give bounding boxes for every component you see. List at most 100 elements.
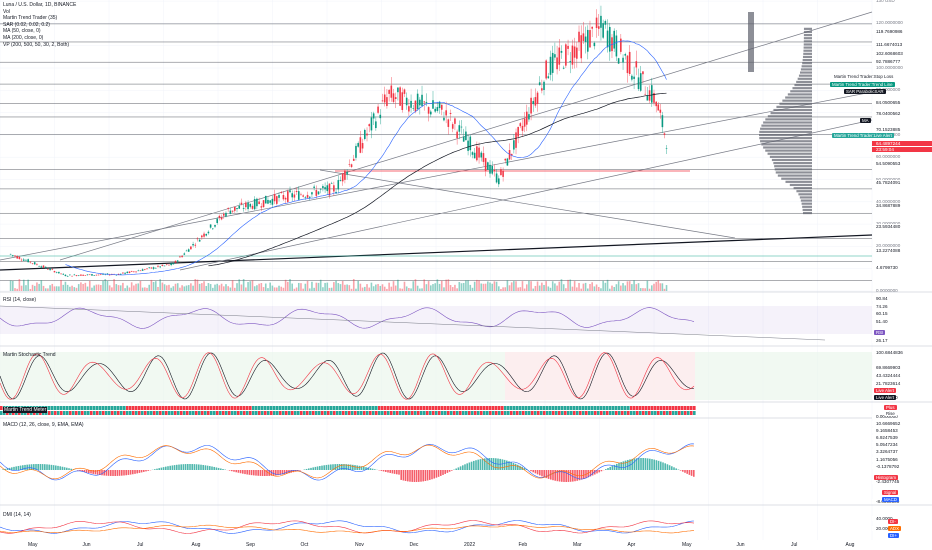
price-axis-tick: 50.0000000: [876, 176, 901, 182]
candle-body: [190, 246, 192, 250]
chart-title: Luna / U.S. Dollar, 1D, BINANCE: [3, 2, 77, 8]
indicator-ma200[interactable]: MA (200, close, 0): [3, 34, 44, 41]
candle-body: [135, 271, 137, 273]
trend-meter-cell: [132, 411, 135, 415]
candle-body: [222, 213, 225, 216]
line-tag[interactable]: SAR ParabolicSAR: [844, 89, 886, 94]
line-tag[interactable]: Martin Trend Trader:Stop Loss: [832, 74, 896, 79]
candle-body: [47, 269, 49, 270]
candle-body: [386, 97, 388, 106]
line-tag[interactable]: Martin Trend Trader:Trend Line: [830, 82, 895, 87]
candle-body: [582, 33, 585, 41]
trend-meter-cell: [420, 411, 423, 415]
trend-meter-cell: [564, 406, 567, 410]
macd-histogram-bar: [446, 470, 449, 473]
candle-body: [500, 169, 502, 176]
trend-meter-cell: [672, 406, 675, 410]
indicator-martin-trend-trader[interactable]: Martin Trend Trader (35): [3, 15, 58, 22]
trend-meter-cell: [567, 411, 570, 415]
macd-histogram-bar: [514, 463, 517, 470]
trend-meter-cell: [135, 411, 138, 415]
candle-body: [436, 107, 439, 111]
candle-body: [558, 47, 561, 65]
trend-meter-cell: [519, 406, 522, 410]
trend-meter-cell: [159, 411, 162, 415]
candle-body: [264, 195, 267, 204]
macd-histogram-bar: [512, 462, 515, 470]
trend-meter-cell: [444, 406, 447, 410]
macd-histogram-bar: [369, 468, 372, 470]
candle-body: [617, 58, 620, 64]
volume-profile-bar: [803, 43, 812, 46]
candle-body: [170, 263, 172, 266]
volume-bar: [661, 283, 664, 291]
candle-body: [476, 146, 478, 161]
candle-body: [528, 114, 530, 120]
line-tag[interactable]: MA: [860, 118, 871, 123]
volume-bar: [586, 288, 589, 291]
chart-legend: Luna / U.S. Dollar, 1D, BINANCE Vol Mart…: [3, 2, 76, 48]
indicator-vol[interactable]: Vol: [3, 8, 10, 15]
trend-meter-cell: [102, 406, 105, 410]
volume-profile-bar: [782, 99, 812, 102]
rsi-title[interactable]: RSI (14, close): [3, 297, 37, 303]
candle-body: [282, 195, 285, 200]
macd-histogram-bar: [600, 470, 603, 472]
stoch-title[interactable]: Martin Stochastic Trend: [3, 352, 56, 358]
price-level-label: 45.7824091: [872, 180, 932, 185]
trend-meter-cell: [465, 406, 468, 410]
macd-histogram-bar: [543, 470, 545, 478]
macd-histogram-bar: [180, 464, 182, 470]
volume-bar: [260, 283, 263, 291]
indicator-ma50[interactable]: MA (50, close, 0): [3, 28, 41, 35]
volume-bar: [523, 288, 526, 291]
volume-bar: [311, 281, 313, 291]
line-tag[interactable]: Martin Trend Trader:Live Alert: [832, 133, 894, 138]
price-axis-tick: 100.0000000: [876, 65, 903, 70]
volume-bar: [194, 279, 197, 291]
macd-histogram-bar: [215, 467, 218, 470]
candle-body: [515, 132, 517, 148]
trend-meter-cell: [135, 406, 138, 410]
volume-profile-bar: [798, 193, 812, 196]
volume-bar: [284, 279, 287, 291]
trend-meter-cell: [327, 406, 330, 410]
rise-tag: Rise: [884, 411, 897, 416]
trend-meter-cell: [489, 411, 492, 415]
trend-meter-cell: [180, 406, 183, 410]
dmi-title[interactable]: DMI (14, 14): [3, 512, 31, 518]
trend-meter-cell: [513, 411, 516, 415]
candle-body: [168, 264, 170, 266]
candle-body: [201, 235, 203, 238]
volume-bar: [111, 287, 113, 291]
volume-bar: [558, 281, 561, 291]
macd-histogram-bar: [554, 470, 556, 481]
indicator-vp[interactable]: VP (200, 500, 50, 30, 2, Both): [3, 41, 70, 48]
macd-histogram-bar: [244, 470, 246, 475]
volume-bar: [240, 284, 243, 291]
volume-bar: [478, 280, 480, 291]
trend-meter-cell: [522, 406, 525, 410]
macd-title[interactable]: MACD (12, 26, close, 9, EMA, EMA): [3, 422, 84, 428]
volume-bar: [637, 283, 640, 291]
candle-body: [489, 164, 491, 174]
macd-histogram-bar: [646, 458, 649, 470]
candle-body: [126, 271, 129, 274]
indicator-sar[interactable]: SAR (0.02, 0.02, 0.2): [3, 21, 50, 28]
volume-bar: [40, 280, 43, 291]
stoch-axis-label: 100.6844836: [872, 350, 932, 355]
trend-meter-cell: [147, 406, 150, 410]
trend-meter-cell: [144, 411, 147, 415]
volume-profile: [748, 12, 812, 215]
stoch-axis-label: 21.7823614: [872, 381, 932, 386]
price-level-label: 111.6674013: [872, 42, 932, 47]
trend-meter-cell: [114, 411, 117, 415]
trend-meter-cell: [408, 406, 411, 410]
candle-body: [530, 97, 532, 114]
trend-meter-title[interactable]: Martin Trend Meter: [3, 407, 48, 413]
trend-meter-cell: [558, 411, 561, 415]
volume-bar: [25, 285, 27, 291]
volume-profile-bar: [797, 77, 812, 80]
trend-meter-cell: [666, 411, 669, 415]
